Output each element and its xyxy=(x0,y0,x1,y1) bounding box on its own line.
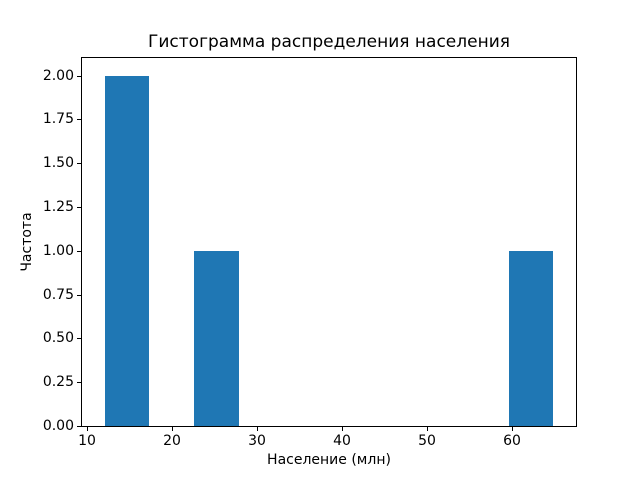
y-tick-mark xyxy=(77,382,81,383)
y-tick-mark xyxy=(77,207,81,208)
y-tick-label: 1.00 xyxy=(42,243,74,259)
x-tick-mark xyxy=(172,427,173,431)
y-tick-label: 2.00 xyxy=(42,68,74,84)
x-tick-label: 10 xyxy=(78,433,96,449)
x-tick-mark xyxy=(87,427,88,431)
y-tick-mark xyxy=(77,295,81,296)
y-tick-mark xyxy=(77,76,81,77)
x-tick-label: 40 xyxy=(333,433,351,449)
x-axis-label: Население (млн) xyxy=(267,452,391,468)
x-tick-label: 20 xyxy=(163,433,181,449)
histogram-bar xyxy=(194,250,240,426)
x-tick-label: 30 xyxy=(248,433,266,449)
x-tick-mark xyxy=(427,427,428,431)
y-tick-label: 1.25 xyxy=(42,199,74,215)
y-tick-label: 1.75 xyxy=(42,111,74,127)
x-tick-mark xyxy=(342,427,343,431)
y-tick-label: 0.75 xyxy=(42,287,74,303)
y-tick-label: 0.50 xyxy=(42,330,74,346)
y-tick-label: 0.00 xyxy=(42,418,74,434)
histogram-bar xyxy=(104,75,150,426)
y-tick-mark xyxy=(77,163,81,164)
plot-area xyxy=(81,57,577,427)
y-tick-label: 0.25 xyxy=(42,374,74,390)
chart-title: Гистограмма распределения населения xyxy=(148,32,510,52)
x-tick-label: 60 xyxy=(503,433,521,449)
y-tick-mark xyxy=(77,426,81,427)
y-tick-mark xyxy=(77,119,81,120)
x-tick-mark xyxy=(512,427,513,431)
x-tick-mark xyxy=(257,427,258,431)
y-tick-mark xyxy=(77,338,81,339)
y-tick-label: 1.50 xyxy=(42,155,74,171)
x-tick-label: 50 xyxy=(418,433,436,449)
histogram-bar xyxy=(508,250,554,426)
y-tick-mark xyxy=(77,251,81,252)
